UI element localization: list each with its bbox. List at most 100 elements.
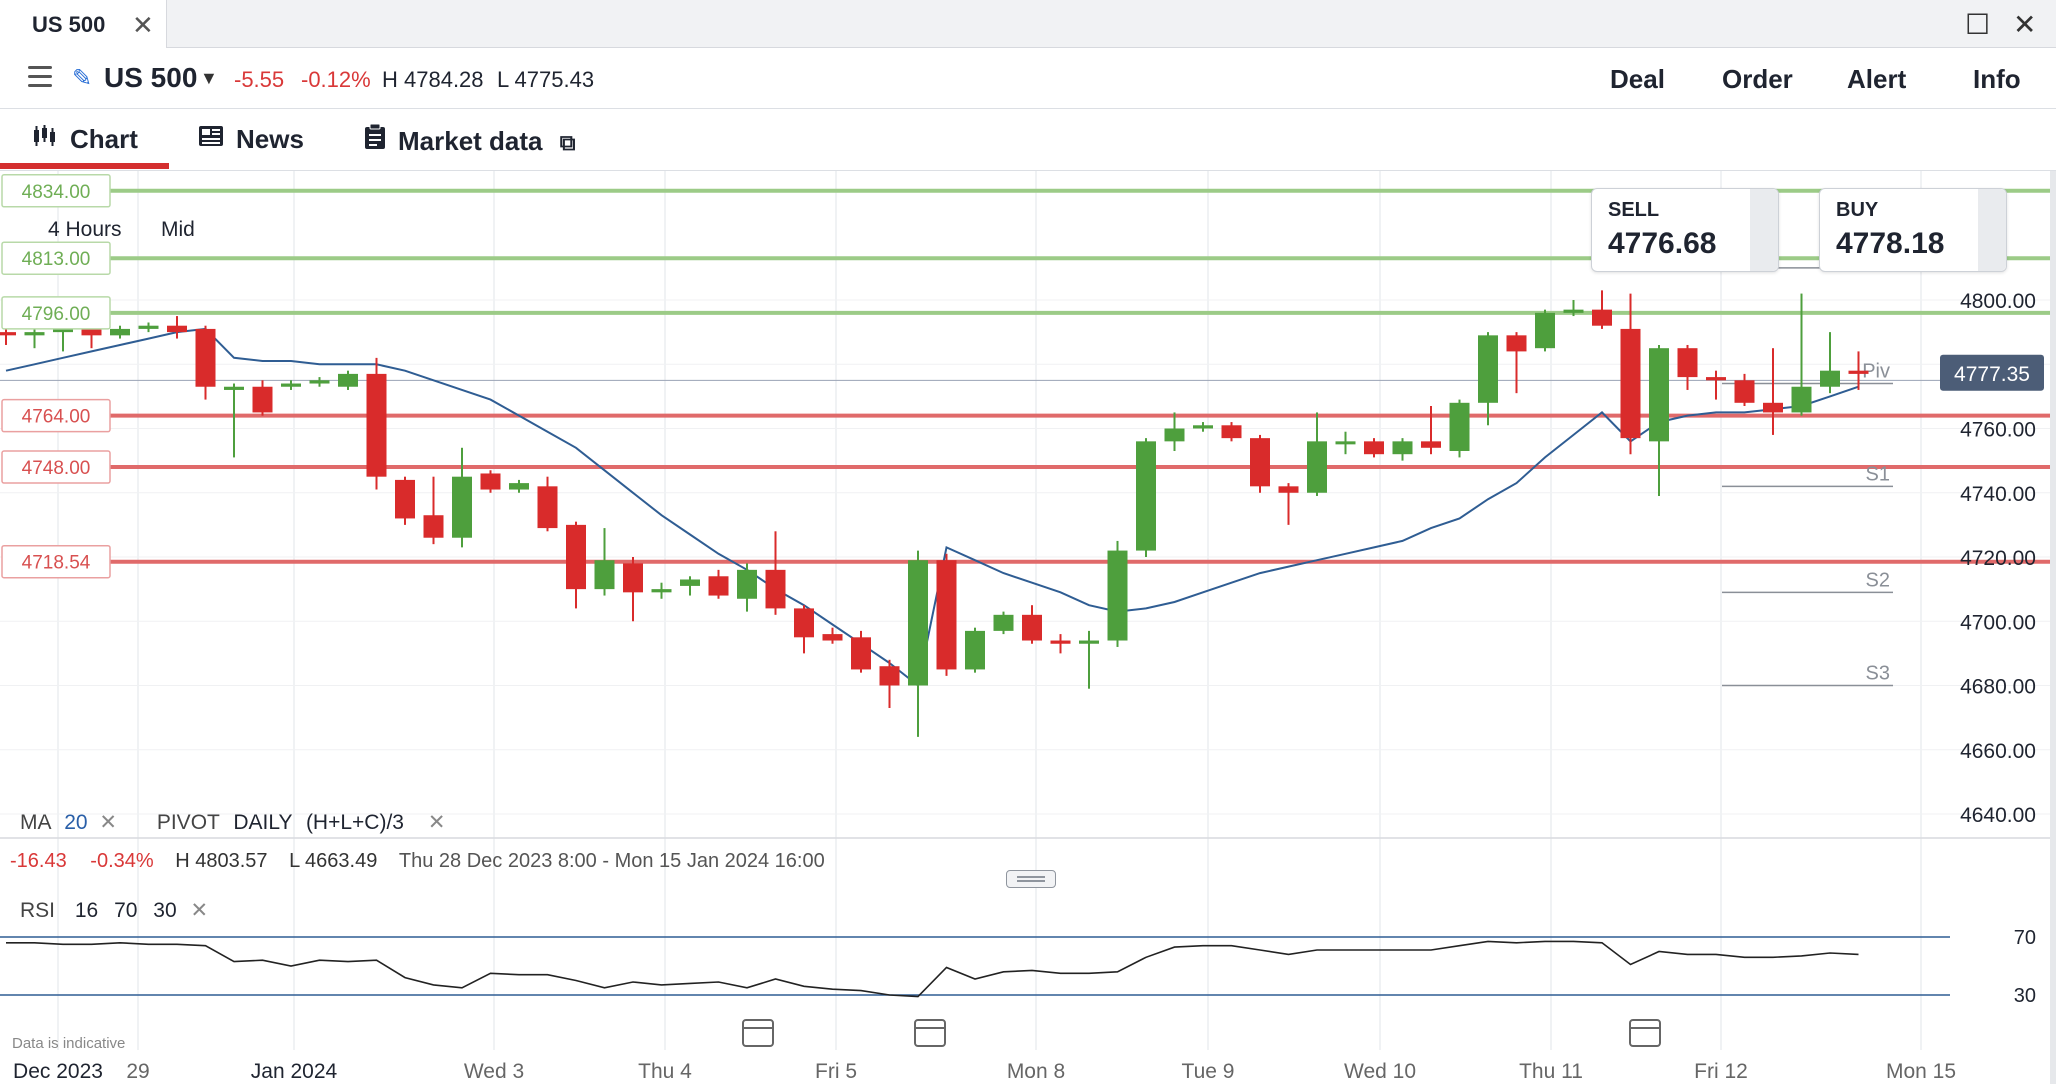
x-tick-label: Wed 3 [464, 1060, 524, 1083]
level-label: 4813.00 [22, 249, 91, 270]
pane-resize-handle[interactable] [1006, 870, 1056, 888]
x-tick-label: Fri 5 [815, 1060, 857, 1083]
tab-news[interactable]: News [198, 124, 304, 155]
candle-body [1250, 438, 1270, 487]
candle-body [195, 328, 216, 387]
candle-body [1050, 640, 1071, 644]
price-type-selector[interactable]: Mid [161, 218, 195, 241]
ma-period[interactable]: 20 [64, 811, 88, 834]
rsi-period[interactable]: 16 [74, 899, 99, 922]
menu-icon[interactable] [28, 66, 52, 88]
level-label-box [1, 241, 111, 275]
y-tick-label: 4700.00 [1960, 611, 2036, 634]
candle-body [1278, 486, 1299, 493]
rsi-lower[interactable]: 30 [153, 899, 177, 922]
x-tick-label: Wed 10 [1344, 1060, 1416, 1083]
period-range: Thu 28 Dec 2023 8:00 - Mon 15 Jan 2024 1… [398, 850, 825, 872]
level-label-box [1, 450, 111, 484]
sell-box[interactable]: SELL 4776.68 [1591, 188, 1779, 272]
rsi-upper[interactable]: 70 [114, 899, 138, 922]
pivot-label: PIVOT [156, 811, 220, 834]
x-tick-label: Thu 11 [1519, 1060, 1583, 1083]
candle-body [53, 328, 73, 333]
pivot-label: Piv [1862, 361, 1890, 383]
alert-button[interactable]: Alert [1847, 64, 1907, 94]
level-label-box [1, 174, 111, 208]
pivot-formula[interactable]: (H+L+C)/3 [305, 811, 404, 834]
candle-body [1392, 441, 1413, 455]
candle-body [1820, 370, 1840, 387]
tab-market-data[interactable]: Market data ⧉ [364, 123, 575, 157]
candle-body [1193, 425, 1213, 429]
period-high: H 4803.57 [175, 850, 268, 872]
candle-body [1734, 380, 1755, 403]
candle-body [1421, 441, 1441, 448]
candle-body [851, 637, 871, 670]
candle-body [879, 666, 900, 686]
candle-body [993, 614, 1014, 631]
ma-label: MA [20, 811, 51, 834]
tab-chart[interactable]: Chart [32, 124, 138, 155]
window-tab-bar: US 500 ✕ ☐ ✕ [0, 0, 2056, 48]
current-price-label: 4777.35 [1954, 363, 2030, 386]
rsi-line [6, 940, 1859, 998]
candle-body [908, 560, 928, 686]
window-tab[interactable]: US 500 ✕ [0, 0, 167, 48]
close-window-icon[interactable]: ✕ [2013, 9, 2037, 40]
candle-body [936, 560, 957, 670]
tab-market-data-label: Market data [398, 126, 543, 156]
x-tick-label: Jan 2024 [251, 1060, 338, 1083]
header-low: L 4775.43 [497, 67, 595, 92]
candle-body [1221, 425, 1242, 439]
maximize-icon[interactable]: ☐ [1965, 9, 1991, 40]
calendar-icon [914, 1019, 946, 1047]
period-change-pct: -0.34% [90, 850, 154, 872]
interval-selector[interactable]: 4 Hours [48, 218, 122, 241]
candle-body [224, 386, 244, 390]
calendar-icon [1629, 1019, 1661, 1047]
candle-body [1079, 640, 1099, 644]
candle-body [1535, 312, 1555, 349]
remove-ma-icon[interactable]: ✕ [99, 811, 117, 834]
period-low: L 4663.49 [289, 850, 378, 872]
right-scrollbar[interactable] [2050, 171, 2056, 1084]
candle-body [81, 328, 102, 336]
x-tick-label: Tue 9 [1182, 1060, 1235, 1083]
candlestick-icon [32, 124, 58, 155]
pencil-icon[interactable]: ✎ [72, 65, 93, 92]
tab-news-label: News [236, 124, 304, 154]
remove-rsi-icon[interactable]: ✕ [190, 899, 209, 922]
candle-body [965, 630, 985, 670]
period-stats: -16.43 -0.34% H 4803.57 L 4663.49 Thu 28… [10, 850, 825, 873]
remove-pivot-icon[interactable]: ✕ [427, 811, 446, 834]
order-button[interactable]: Order [1722, 64, 1793, 94]
candle-body [110, 328, 130, 336]
buy-box[interactable]: BUY 4778.18 [1819, 188, 2007, 272]
calendar-icon [742, 1019, 774, 1047]
info-button[interactable]: Info [1973, 64, 2021, 94]
candle-body [480, 473, 501, 490]
candle-body [822, 634, 843, 641]
pivot-label: S3 [1866, 663, 1890, 685]
candle-body [1022, 614, 1042, 641]
candle-body [452, 476, 472, 538]
pivot-period[interactable]: DAILY [233, 811, 293, 834]
x-tick-label: Dec 2023 [13, 1060, 103, 1083]
level-label: 4748.00 [22, 458, 91, 479]
candle-body [395, 479, 415, 519]
ma-line [5, 327, 1859, 688]
candle-body [252, 386, 273, 413]
deal-button[interactable]: Deal [1610, 64, 1665, 94]
candle-body [566, 524, 586, 590]
chevron-down-icon[interactable]: ▼ [200, 68, 218, 88]
buy-label: BUY [1836, 199, 1879, 221]
instrument-name[interactable]: US 500 [104, 62, 198, 93]
y-tick-label: 4740.00 [1960, 483, 2036, 506]
close-icon[interactable]: ✕ [132, 10, 154, 40]
rsi-legend: RSI 16 70 30 ✕ [20, 898, 208, 923]
rsi-label: RSI [20, 899, 56, 922]
candle-body [1592, 309, 1612, 326]
candle-body [765, 569, 786, 609]
y-tick-label: 4760.00 [1960, 419, 2036, 442]
